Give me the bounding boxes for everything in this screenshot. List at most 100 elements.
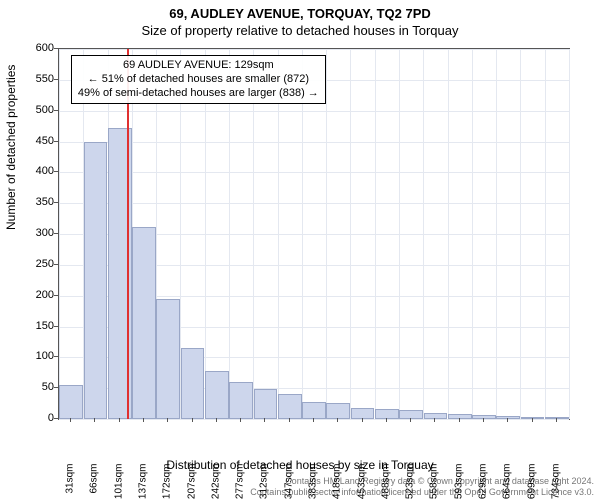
y-tick-mark <box>54 233 58 234</box>
x-tick-label: 347sqm <box>283 464 294 504</box>
y-tick-label: 350 <box>14 196 54 208</box>
x-tick-mark <box>94 418 95 422</box>
x-tick-label: 66sqm <box>89 464 100 504</box>
histogram-bar <box>132 227 156 419</box>
x-tick-label: 629sqm <box>478 464 489 504</box>
x-tick-mark <box>240 418 241 422</box>
page-subtitle: Size of property relative to detached ho… <box>0 21 600 38</box>
x-tick-mark <box>532 418 533 422</box>
y-tick-label: 0 <box>14 412 54 424</box>
x-tick-mark <box>313 418 314 422</box>
histogram-bar <box>448 414 472 419</box>
x-tick-mark <box>337 418 338 422</box>
x-tick-label: 734sqm <box>550 464 561 504</box>
histogram-bar <box>278 394 302 419</box>
x-tick-mark <box>410 418 411 422</box>
x-tick-mark <box>192 418 193 422</box>
gridline-v <box>326 49 327 419</box>
x-tick-mark <box>386 418 387 422</box>
x-tick-mark <box>216 418 217 422</box>
x-tick-label: 418sqm <box>332 464 343 504</box>
gridline-h <box>59 49 569 50</box>
histogram-bar <box>545 417 569 419</box>
gridline-v <box>350 49 351 419</box>
y-tick-label: 400 <box>14 165 54 177</box>
y-tick-label: 550 <box>14 73 54 85</box>
info-box-line: 49% of semi-detached houses are larger (… <box>78 87 319 101</box>
x-tick-label: 383sqm <box>308 464 319 504</box>
x-tick-label: 558sqm <box>429 464 440 504</box>
y-tick-label: 150 <box>14 320 54 332</box>
y-tick-label: 200 <box>14 289 54 301</box>
gridline-v <box>375 49 376 419</box>
gridline-h <box>59 203 569 204</box>
histogram-chart: 69 AUDLEY AVENUE: 129sqm← 51% of detache… <box>58 48 570 420</box>
y-tick-mark <box>54 326 58 327</box>
gridline-v <box>302 49 303 419</box>
y-tick-label: 50 <box>14 381 54 393</box>
gridline-v <box>205 49 206 419</box>
x-tick-label: 31sqm <box>65 464 76 504</box>
gridline-h <box>59 111 569 112</box>
y-tick-label: 600 <box>14 42 54 54</box>
histogram-bar <box>156 299 180 419</box>
y-tick-mark <box>54 295 58 296</box>
gridline-v <box>253 49 254 419</box>
y-tick-mark <box>54 171 58 172</box>
y-tick-mark <box>54 48 58 49</box>
gridline-h <box>59 142 569 143</box>
info-box-line: 69 AUDLEY AVENUE: 129sqm <box>78 59 319 73</box>
x-tick-mark <box>483 418 484 422</box>
x-tick-mark <box>556 418 557 422</box>
y-tick-label: 250 <box>14 258 54 270</box>
x-tick-label: 277sqm <box>235 464 246 504</box>
page-title: 69, AUDLEY AVENUE, TORQUAY, TQ2 7PD <box>0 0 600 21</box>
x-tick-mark <box>70 418 71 422</box>
gridline-v <box>448 49 449 419</box>
gridline-v <box>229 49 230 419</box>
histogram-bar <box>59 385 83 419</box>
x-tick-label: 137sqm <box>138 464 149 504</box>
x-tick-mark <box>434 418 435 422</box>
histogram-bar <box>302 402 326 419</box>
x-tick-label: 242sqm <box>210 464 221 504</box>
x-tick-mark <box>459 418 460 422</box>
x-tick-mark <box>264 418 265 422</box>
y-tick-mark <box>54 418 58 419</box>
gridline-v <box>472 49 473 419</box>
y-tick-mark <box>54 387 58 388</box>
x-tick-label: 593sqm <box>453 464 464 504</box>
x-tick-label: 523sqm <box>405 464 416 504</box>
x-tick-mark <box>143 418 144 422</box>
x-tick-mark <box>119 418 120 422</box>
y-tick-mark <box>54 264 58 265</box>
y-tick-label: 500 <box>14 104 54 116</box>
histogram-bar <box>229 382 253 419</box>
gridline-v <box>399 49 400 419</box>
gridline-v <box>496 49 497 419</box>
x-tick-mark <box>289 418 290 422</box>
info-box: 69 AUDLEY AVENUE: 129sqm← 51% of detache… <box>71 55 326 104</box>
x-tick-label: 172sqm <box>162 464 173 504</box>
reference-line <box>127 49 129 419</box>
gridline-h <box>59 172 569 173</box>
x-tick-label: 101sqm <box>113 464 124 504</box>
gridline-v <box>59 49 60 419</box>
y-tick-label: 450 <box>14 135 54 147</box>
y-tick-mark <box>54 79 58 80</box>
y-tick-label: 100 <box>14 350 54 362</box>
gridline-v <box>278 49 279 419</box>
histogram-bar <box>205 371 229 419</box>
y-tick-label: 300 <box>14 227 54 239</box>
histogram-bar <box>181 348 205 419</box>
x-tick-label: 699sqm <box>526 464 537 504</box>
gridline-v <box>569 49 570 419</box>
gridline-h <box>59 419 569 420</box>
x-tick-label: 488sqm <box>380 464 391 504</box>
x-tick-label: 664sqm <box>502 464 513 504</box>
y-tick-mark <box>54 356 58 357</box>
histogram-bar <box>326 403 350 419</box>
y-tick-mark <box>54 110 58 111</box>
x-tick-mark <box>167 418 168 422</box>
x-tick-label: 312sqm <box>259 464 270 504</box>
